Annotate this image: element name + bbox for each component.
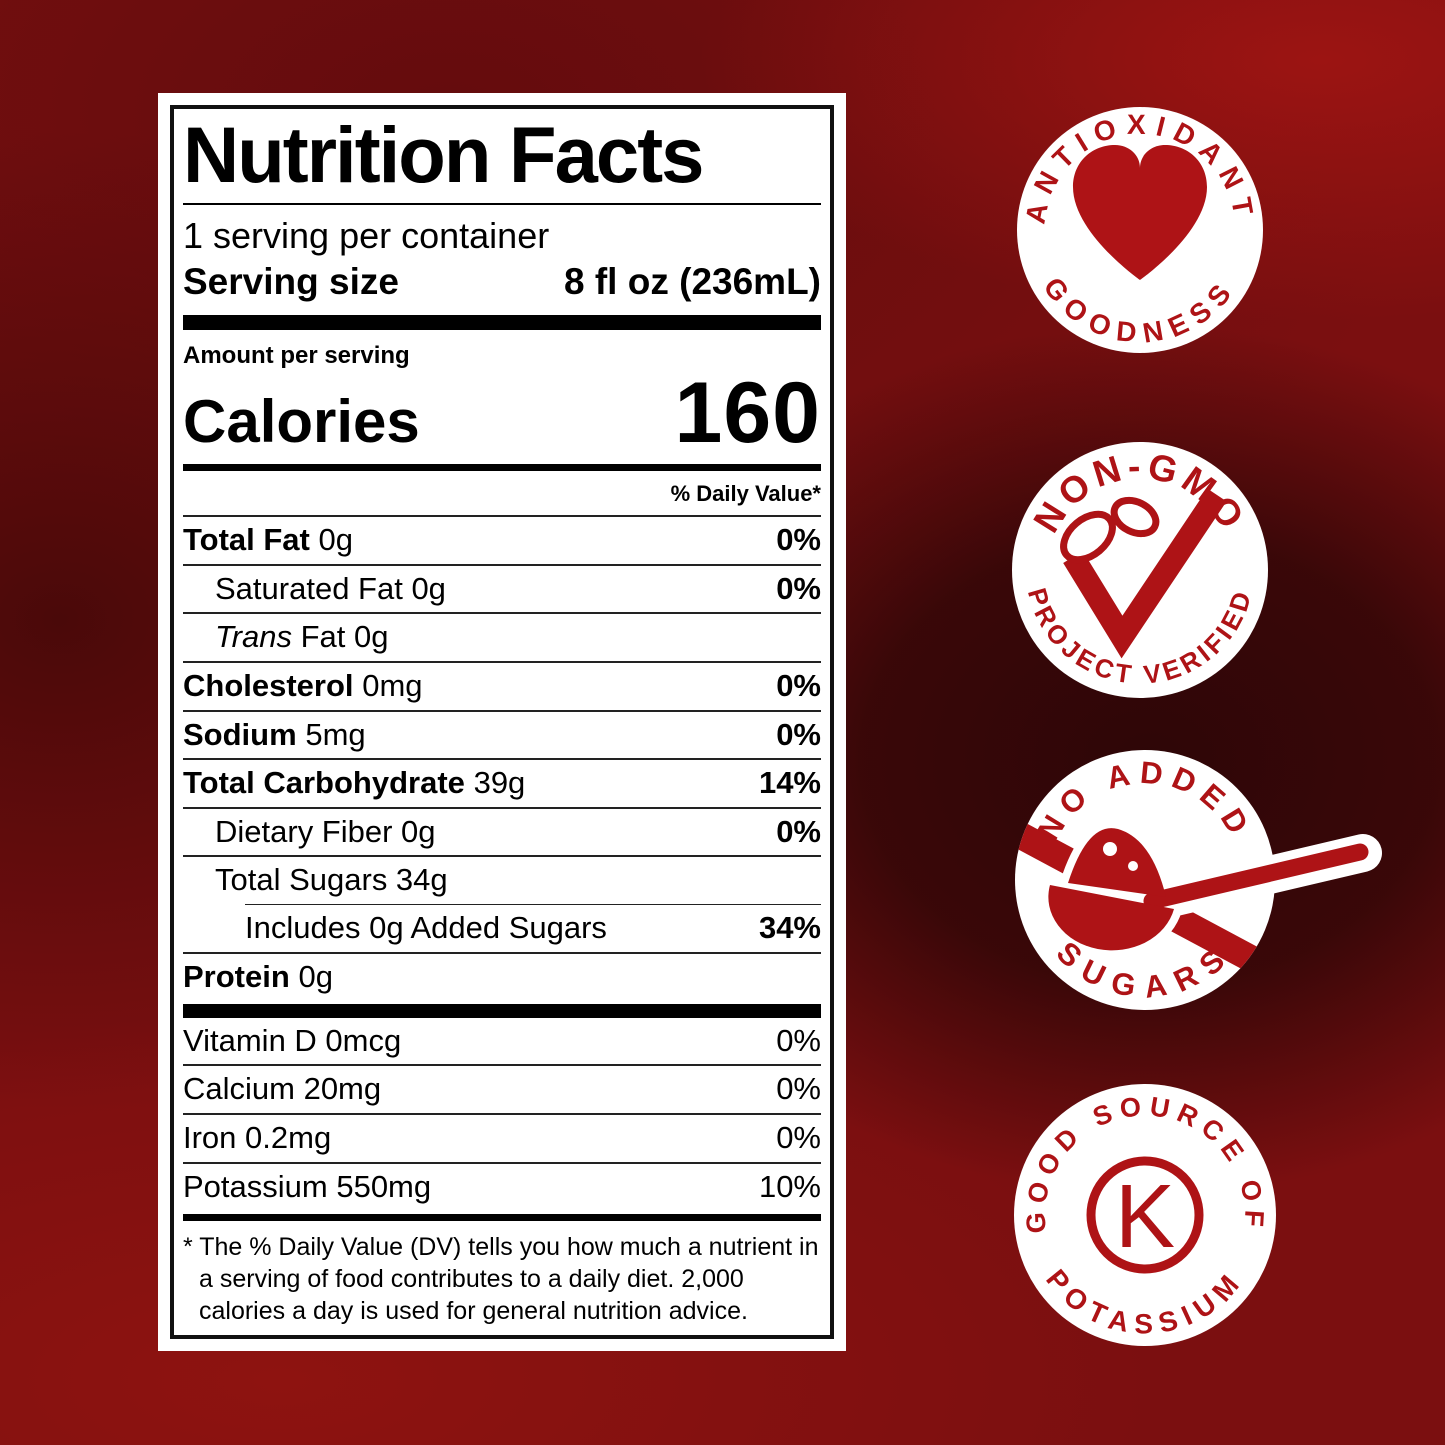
badge-good-source-of-potassium: GOOD SOURCE OF POTASSIUM K <box>990 1060 1300 1370</box>
calories-label: Calories <box>183 387 420 455</box>
serving-size-row: Serving size 8 fl oz (236mL) <box>183 259 821 305</box>
badge-circle <box>1014 1084 1276 1346</box>
dv-value: 34% <box>758 909 821 945</box>
calories-row: Calories 160 <box>183 364 821 461</box>
dv-value: 0% <box>776 570 821 606</box>
calories-value: 160 <box>674 364 821 461</box>
nutrient-row-trans-fat: Trans Fat 0g <box>183 612 821 661</box>
thick-divider <box>183 1004 821 1018</box>
servings-per-container: 1 serving per container <box>183 214 550 256</box>
dv-value: 14% <box>758 765 821 801</box>
daily-value-header: % Daily Value* <box>670 481 821 507</box>
indented-divider <box>245 903 821 905</box>
vitamin-row-vitamin-d: Vitamin D 0mcg 0% <box>183 1022 821 1058</box>
medium-divider <box>183 464 821 472</box>
daily-value-footnote: * The % Daily Value (DV) tells you how m… <box>183 1233 819 1325</box>
nutrient-row-protein: Protein 0g <box>183 951 821 1001</box>
serving-size-label: Serving size <box>183 260 399 302</box>
serving-size-value: 8 fl oz (236mL) <box>564 260 821 302</box>
vitamins-section: Vitamin D 0mcg 0% Calcium 20mg 0% Iron 0… <box>183 1018 821 1210</box>
badge-non-gmo-project-verified: NON-GMO PROJECT VERIFIED <box>985 415 1295 725</box>
nutrient-row-total-sugars: Total Sugars 34g <box>183 855 821 904</box>
dv-value: 0% <box>776 522 821 558</box>
medium-divider <box>183 1214 821 1221</box>
dv-value: 0% <box>776 667 821 703</box>
badge-no-added-sugars: NO ADDED SUGARS <box>1000 725 1390 1035</box>
amount-per-serving: Amount per serving <box>183 341 410 369</box>
crossed-sugar-spoon-icon <box>1040 820 1382 959</box>
vitamin-row-potassium: Potassium 550mg 10% <box>183 1161 821 1211</box>
nutrient-row-total-fat: Total Fat 0g 0% <box>183 515 821 564</box>
nutrition-facts-label: Nutrition Facts 1 serving per container … <box>158 93 846 1351</box>
nutrient-row-total-carbohydrate: Total Carbohydrate 39g 14% <box>183 758 821 807</box>
dv-value: 0% <box>776 1071 821 1107</box>
potassium-k-icon: K <box>1086 1156 1204 1274</box>
dv-value: 0% <box>776 1119 821 1155</box>
nutrient-row-dietary-fiber: Dietary Fiber 0g 0% <box>183 806 821 856</box>
badge-antioxidant-goodness: ANTIOXIDANT GOODNESS <box>985 75 1295 385</box>
nutrient-row-cholesterol: Cholesterol 0mg 0% <box>183 660 821 710</box>
label-border-box: Nutrition Facts 1 serving per container … <box>170 105 834 1339</box>
vitamin-row-iron: Iron 0.2mg 0% <box>183 1112 821 1162</box>
title-divider <box>183 202 821 205</box>
potassium-k-letter: K <box>1115 1167 1175 1267</box>
dv-value: 10% <box>758 1168 821 1204</box>
dv-value: 0% <box>776 813 821 849</box>
heart-icon <box>1073 145 1207 280</box>
dv-value: 0% <box>776 1022 821 1058</box>
nutrient-row-sodium: Sodium 5mg 0% <box>183 709 821 759</box>
nutrient-row-saturated-fat: Saturated Fat 0g 0% <box>183 563 821 613</box>
dv-value: 0% <box>776 716 821 752</box>
nutrient-row-added-sugars: Includes 0g Added Sugars 34% <box>245 909 821 945</box>
thick-divider <box>183 315 821 330</box>
butterfly-checkmark-icon <box>1060 488 1227 659</box>
label-title: Nutrition Facts <box>183 110 704 199</box>
vitamin-row-calcium: Calcium 20mg 0% <box>183 1064 821 1113</box>
